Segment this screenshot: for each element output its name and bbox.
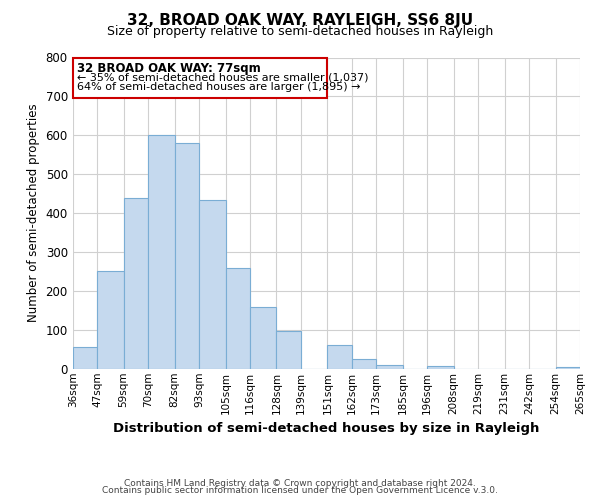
Bar [175, 143, 199, 369]
Text: 32 BROAD OAK WAY: 77sqm: 32 BROAD OAK WAY: 77sqm [77, 62, 261, 75]
Text: 32, BROAD OAK WAY, RAYLEIGH, SS6 8JU: 32, BROAD OAK WAY, RAYLEIGH, SS6 8JU [127, 12, 473, 28]
Bar [556, 367, 580, 369]
Bar [148, 136, 175, 369]
Y-axis label: Number of semi-detached properties: Number of semi-detached properties [27, 104, 40, 322]
Bar [124, 198, 148, 369]
Text: Contains public sector information licensed under the Open Government Licence v.: Contains public sector information licen… [102, 486, 498, 495]
Bar [376, 365, 403, 369]
Bar [427, 366, 454, 369]
Text: Contains HM Land Registry data © Crown copyright and database right 2024.: Contains HM Land Registry data © Crown c… [124, 478, 476, 488]
X-axis label: Distribution of semi-detached houses by size in Rayleigh: Distribution of semi-detached houses by … [113, 422, 539, 435]
Bar [199, 200, 226, 369]
FancyBboxPatch shape [73, 58, 328, 98]
Text: ← 35% of semi-detached houses are smaller (1,037): ← 35% of semi-detached houses are smalle… [77, 72, 368, 83]
Bar [226, 268, 250, 369]
Bar [328, 344, 352, 369]
Text: 64% of semi-detached houses are larger (1,895) →: 64% of semi-detached houses are larger (… [77, 82, 361, 92]
Bar [277, 331, 301, 369]
Bar [250, 306, 277, 369]
Bar [73, 346, 97, 369]
Bar [97, 272, 124, 369]
Text: Size of property relative to semi-detached houses in Rayleigh: Size of property relative to semi-detach… [107, 25, 493, 38]
Bar [352, 359, 376, 369]
